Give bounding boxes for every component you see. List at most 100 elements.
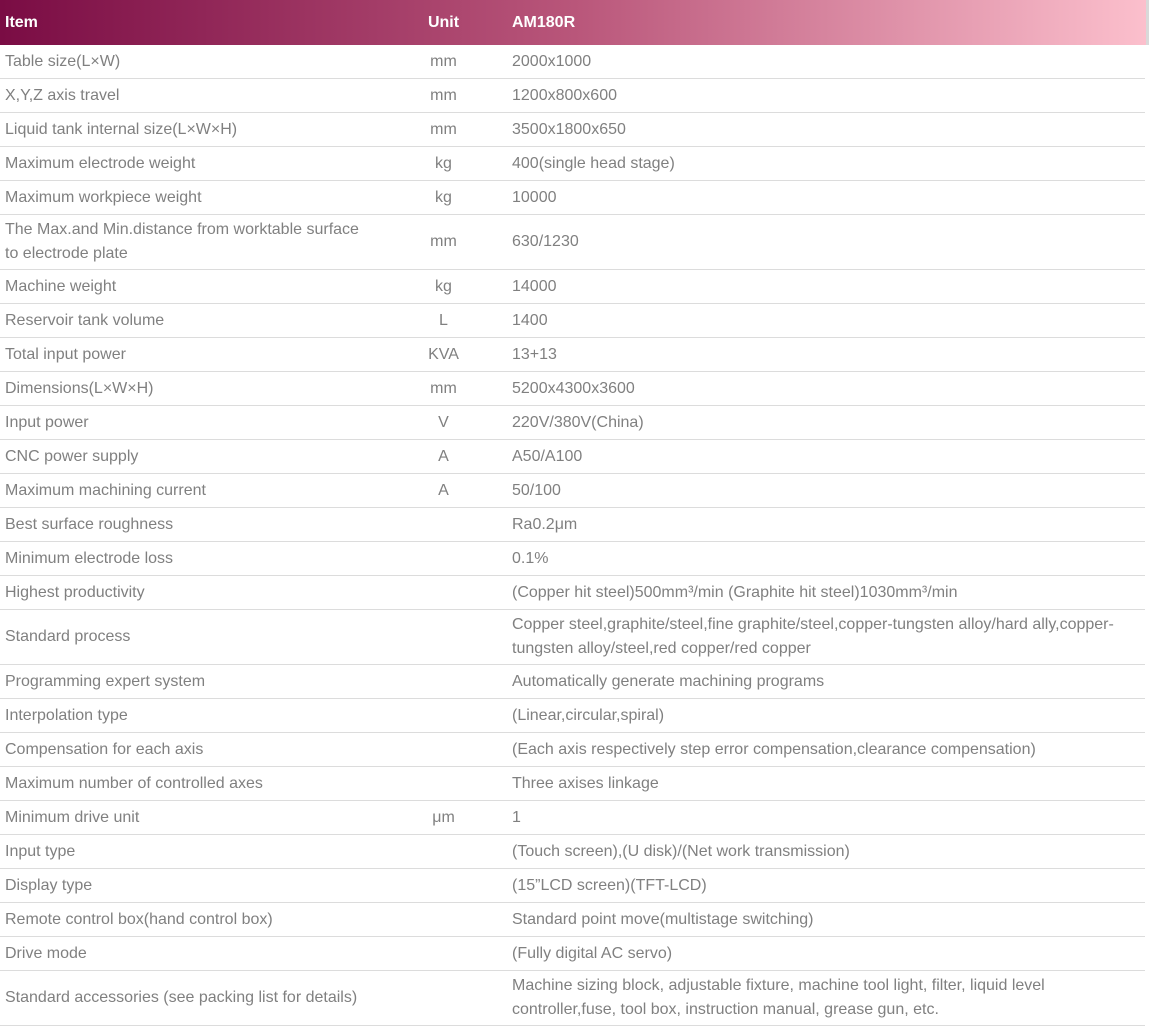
table-row: Total input power KVA 13+13 <box>0 337 1145 372</box>
table-row: CNC power supply A A50/A100 <box>0 439 1145 474</box>
table-header: Item Unit AM180R <box>0 0 1149 45</box>
unit-cell <box>420 507 467 542</box>
value-cell: Machine sizing block, adjustable fixture… <box>467 970 1145 1026</box>
item-cell: Minimum electrode loss <box>0 541 420 576</box>
value-cell: (Each axis respectively step error compe… <box>467 732 1145 767</box>
value-cell: 13+13 <box>467 337 1145 372</box>
table-row: Drive mode (Fully digital AC servo) <box>0 936 1145 971</box>
unit-cell <box>420 732 467 767</box>
unit-cell <box>420 664 467 699</box>
value-cell: 3500x1800x650 <box>467 112 1145 147</box>
table-row: Best surface roughness Ra0.2μm <box>0 507 1145 542</box>
unit-cell <box>420 541 467 576</box>
column-header-model: AM180R <box>512 13 576 31</box>
item-cell: Remote control box(hand control box) <box>0 902 420 937</box>
value-cell: 10000 <box>467 180 1145 215</box>
item-cell: Maximum machining current <box>0 473 420 508</box>
item-cell: Drive mode <box>0 936 420 971</box>
unit-cell <box>420 575 467 610</box>
table-row: Maximum number of controlled axes Three a… <box>0 766 1145 801</box>
item-cell: X,Y,Z axis travel <box>0 78 420 113</box>
value-cell: 1200x800x600 <box>467 78 1145 113</box>
table-row: Liquid tank internal size(L×W×H) mm 3500x1… <box>0 112 1145 147</box>
unit-cell: mm <box>420 214 467 270</box>
table-row: Minimum electrode loss 0.1% <box>0 541 1145 576</box>
value-cell: Ra0.2μm <box>467 507 1145 542</box>
table-row: Minimum drive unit μm 1 <box>0 800 1145 835</box>
header-edge-strip <box>1146 0 1149 45</box>
item-cell: Maximum electrode weight <box>0 146 420 181</box>
table-row: The Max.and Min.distance from worktable … <box>0 214 1145 270</box>
item-cell: Standard process <box>0 609 420 665</box>
item-cell: Minimum drive unit <box>0 800 420 835</box>
table-row: Highest productivity (Copper hit steel)50… <box>0 575 1145 610</box>
table-row: Input power V 220V/380V(China) <box>0 405 1145 440</box>
unit-cell <box>420 902 467 937</box>
item-cell: Maximum number of controlled axes <box>0 766 420 801</box>
unit-cell: mm <box>420 112 467 147</box>
table-row: Input type (Touch screen),(U disk)/(Net w… <box>0 834 1145 869</box>
item-cell: Machine weight <box>0 269 420 304</box>
value-cell: (Touch screen),(U disk)/(Net work transm… <box>467 834 1145 869</box>
unit-cell <box>420 834 467 869</box>
table-row: X,Y,Z axis travel mm 1200x800x600 <box>0 78 1145 113</box>
item-cell: Highest productivity <box>0 575 420 610</box>
unit-cell: KVA <box>420 337 467 372</box>
item-cell: Interpolation type <box>0 698 420 733</box>
value-cell: Standard point move(multistage switching… <box>467 902 1145 937</box>
value-cell: A50/A100 <box>467 439 1145 474</box>
value-cell: 630/1230 <box>467 214 1145 270</box>
table-row: Maximum electrode weight kg 400(single hea… <box>0 146 1145 181</box>
item-cell: Table size(L×W) <box>0 45 420 79</box>
item-cell: Reservoir tank volume <box>0 303 420 338</box>
table-row: Reservoir tank volume L 1400 <box>0 303 1145 338</box>
unit-cell: A <box>420 439 467 474</box>
table-row: Remote control box(hand control box) Stan… <box>0 902 1145 937</box>
item-cell: Dimensions(L×W×H) <box>0 371 420 406</box>
value-cell: (15”LCD screen)(TFT-LCD) <box>467 868 1145 903</box>
unit-cell <box>420 698 467 733</box>
item-cell: Compensation for each axis <box>0 732 420 767</box>
value-cell: Automatically generate machining program… <box>467 664 1145 699</box>
table-row: Maximum workpiece weight kg 10000 <box>0 180 1145 215</box>
table-row: Maximum machining current A 50/100 <box>0 473 1145 508</box>
unit-cell <box>420 970 467 1026</box>
item-cell: Liquid tank internal size(L×W×H) <box>0 112 420 147</box>
table-row: Standard accessories (see packing list f… <box>0 970 1145 1026</box>
value-cell: (Copper hit steel)500mm³/min (Graphite h… <box>467 575 1145 610</box>
value-cell: 0.1% <box>467 541 1145 576</box>
value-cell: 220V/380V(China) <box>467 405 1145 440</box>
table-row: Compensation for each axis (Each axis res… <box>0 732 1145 767</box>
table-row: Machine weight kg 14000 <box>0 269 1145 304</box>
unit-cell <box>420 936 467 971</box>
item-cell: The Max.and Min.distance from worktable … <box>0 214 420 270</box>
unit-cell: L <box>420 303 467 338</box>
unit-cell: mm <box>420 45 467 79</box>
item-cell: Maximum workpiece weight <box>0 180 420 215</box>
item-cell: Programming expert system <box>0 664 420 699</box>
column-header-unit: Unit <box>427 13 460 31</box>
unit-cell <box>420 609 467 665</box>
value-cell: 1 <box>467 800 1145 835</box>
value-cell: 1400 <box>467 303 1145 338</box>
value-cell: (Fully digital AC servo) <box>467 936 1145 971</box>
unit-cell: mm <box>420 371 467 406</box>
unit-cell: μm <box>420 800 467 835</box>
unit-cell: kg <box>420 146 467 181</box>
table-row: Dimensions(L×W×H) mm 5200x4300x3600 <box>0 371 1145 406</box>
item-cell: CNC power supply <box>0 439 420 474</box>
value-cell: 2000x1000 <box>467 45 1145 79</box>
value-cell: Copper steel,graphite/steel,fine graphit… <box>467 609 1145 665</box>
unit-cell <box>420 766 467 801</box>
unit-cell: A <box>420 473 467 508</box>
unit-cell: kg <box>420 269 467 304</box>
table-row: Programming expert system Automatically g… <box>0 664 1145 699</box>
item-cell: Display type <box>0 868 420 903</box>
spec-table: Table size(L×W) mm 2000x1000 X,Y,Z axis tr… <box>0 45 1145 1026</box>
unit-cell: V <box>420 405 467 440</box>
value-cell: (Linear,circular,spiral) <box>467 698 1145 733</box>
item-cell: Total input power <box>0 337 420 372</box>
value-cell: Three axises linkage <box>467 766 1145 801</box>
table-row: Standard process Copper steel,graphite/st… <box>0 609 1145 665</box>
